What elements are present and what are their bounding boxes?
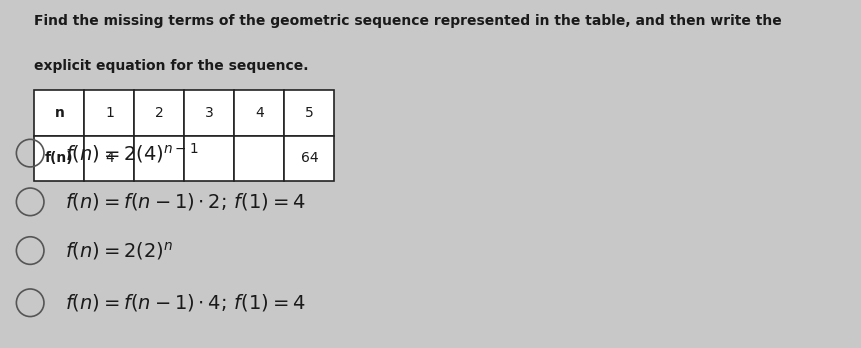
Bar bbox=[284, 136, 334, 181]
Bar bbox=[34, 136, 84, 181]
Bar bbox=[184, 136, 234, 181]
Text: Find the missing terms of the geometric sequence represented in the table, and t: Find the missing terms of the geometric … bbox=[34, 14, 781, 28]
Bar bbox=[84, 90, 134, 136]
Text: 64: 64 bbox=[300, 151, 318, 165]
Text: f(n): f(n) bbox=[45, 151, 74, 165]
Text: 3: 3 bbox=[205, 106, 214, 120]
Text: 5: 5 bbox=[305, 106, 313, 120]
Bar bbox=[184, 90, 234, 136]
Text: $f(n) = f(n-1) \cdot 2;\, f(1) = 4$: $f(n) = f(n-1) \cdot 2;\, f(1) = 4$ bbox=[65, 191, 305, 212]
Bar bbox=[234, 90, 284, 136]
Bar bbox=[84, 136, 134, 181]
Text: $f(n) = 2(2)^{n}$: $f(n) = 2(2)^{n}$ bbox=[65, 239, 173, 262]
Bar bbox=[134, 90, 184, 136]
Text: 4: 4 bbox=[105, 151, 114, 165]
Bar bbox=[134, 136, 184, 181]
Text: $f(n) = 2(4)^{n-1}$: $f(n) = 2(4)^{n-1}$ bbox=[65, 141, 198, 165]
Text: n: n bbox=[54, 106, 65, 120]
Text: $f(n) = f(n-1) \cdot 4;\, f(1) = 4$: $f(n) = f(n-1) \cdot 4;\, f(1) = 4$ bbox=[65, 292, 305, 313]
Text: 4: 4 bbox=[255, 106, 263, 120]
Bar bbox=[34, 90, 84, 136]
Bar bbox=[234, 136, 284, 181]
Text: 1: 1 bbox=[105, 106, 114, 120]
Text: explicit equation for the sequence.: explicit equation for the sequence. bbox=[34, 59, 308, 73]
Bar bbox=[284, 90, 334, 136]
Text: 2: 2 bbox=[155, 106, 164, 120]
